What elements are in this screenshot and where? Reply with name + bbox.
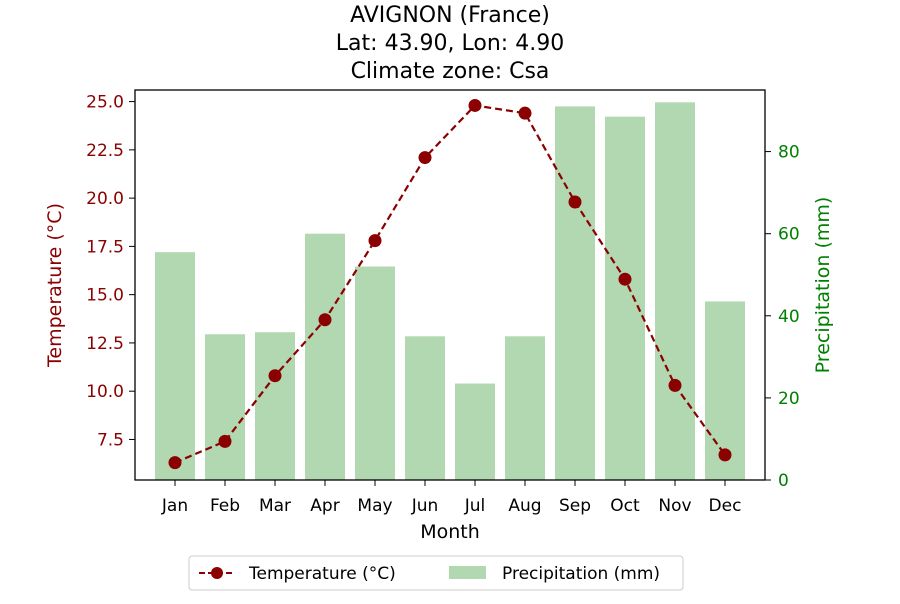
precipitation-bar (555, 106, 595, 480)
temperature-point (218, 434, 232, 448)
precipitation-bar (455, 383, 495, 480)
x-tick-label: Apr (310, 496, 339, 516)
y-axis-left-label: Temperature (°C) (44, 203, 66, 368)
x-tick-label: Nov (658, 496, 691, 516)
y-left-tick-label: 7.5 (97, 430, 124, 450)
legend: Temperature (°C) Precipitation (mm) (188, 555, 684, 591)
x-axis-label: Month (420, 521, 480, 543)
y-right-tick-label: 20 (778, 389, 800, 409)
y-left-tick-label: 10.0 (86, 382, 124, 402)
temperature-point (668, 378, 682, 392)
temperature-line-path (174, 104, 726, 464)
temperature-point (568, 195, 582, 209)
y-left-tick-label: 20.0 (86, 189, 124, 209)
precipitation-bar (605, 116, 645, 481)
precipitation-bar (305, 233, 345, 480)
precipitation-bar (655, 102, 695, 480)
temperature-point (368, 234, 382, 248)
axes: 7.5 10.0 12.5 15.0 17.5 20.0 22.5 25.0 0 20 40 60 80… (86, 89, 800, 516)
y-left-tick-label: 22.5 (86, 141, 124, 161)
legend-precipitation-swatch (449, 566, 486, 579)
legend-precipitation-label: Precipitation (mm) (502, 564, 660, 584)
chart-title-line-3: Climate zone: Csa (351, 59, 550, 84)
y-right-tick-label: 80 (778, 143, 800, 163)
precipitation-bar (355, 266, 395, 480)
x-tick-label: Aug (508, 496, 541, 516)
chart-title-line-1: AVIGNON (France) (350, 3, 550, 28)
y-right-tick-label: 40 (778, 307, 800, 327)
precipitation-bar (205, 334, 245, 480)
temperature-point (518, 106, 532, 120)
legend-temperature-marker (211, 567, 223, 579)
x-tick-label: Sep (559, 496, 591, 516)
temperature-point (318, 313, 332, 327)
y-left-tick-label: 15.0 (86, 286, 124, 306)
temperature-point (418, 151, 432, 165)
y-right-tick-label: 0 (778, 471, 789, 491)
precipitation-bar (255, 332, 295, 480)
x-tick-label: Oct (610, 496, 640, 516)
precipitation-bar (405, 336, 445, 480)
x-tick-label: Jan (161, 496, 188, 516)
temperature-point (618, 272, 632, 286)
y-left-tick-label: 17.5 (86, 237, 124, 257)
y-left-tick-label: 25.0 (86, 93, 124, 113)
temperature-point (468, 98, 482, 112)
legend-temperature-label: Temperature (°C) (248, 564, 396, 584)
plot-frame (134, 89, 766, 481)
x-tick-label: Dec (709, 496, 742, 516)
temperature-point (268, 369, 282, 383)
temperature-point (718, 448, 732, 462)
temperature-point (168, 456, 182, 470)
x-tick-label: May (357, 496, 392, 516)
y-left-tick-label: 12.5 (86, 334, 124, 354)
precipitation-bars (155, 102, 745, 481)
x-tick-label: Jul (464, 496, 486, 516)
legend-box (188, 555, 684, 591)
y-right-tick-label: 60 (778, 225, 800, 245)
y-axis-right-label: Precipitation (mm) (812, 197, 834, 374)
x-tick-label: Jun (411, 496, 439, 516)
x-tick-label: Mar (259, 496, 291, 516)
chart-title-line-2: Lat: 43.90, Lon: 4.90 (336, 31, 564, 56)
temperature-line (168, 98, 732, 470)
x-tick-label: Feb (210, 496, 240, 516)
precipitation-bar (155, 252, 195, 480)
precipitation-bar (505, 336, 545, 480)
